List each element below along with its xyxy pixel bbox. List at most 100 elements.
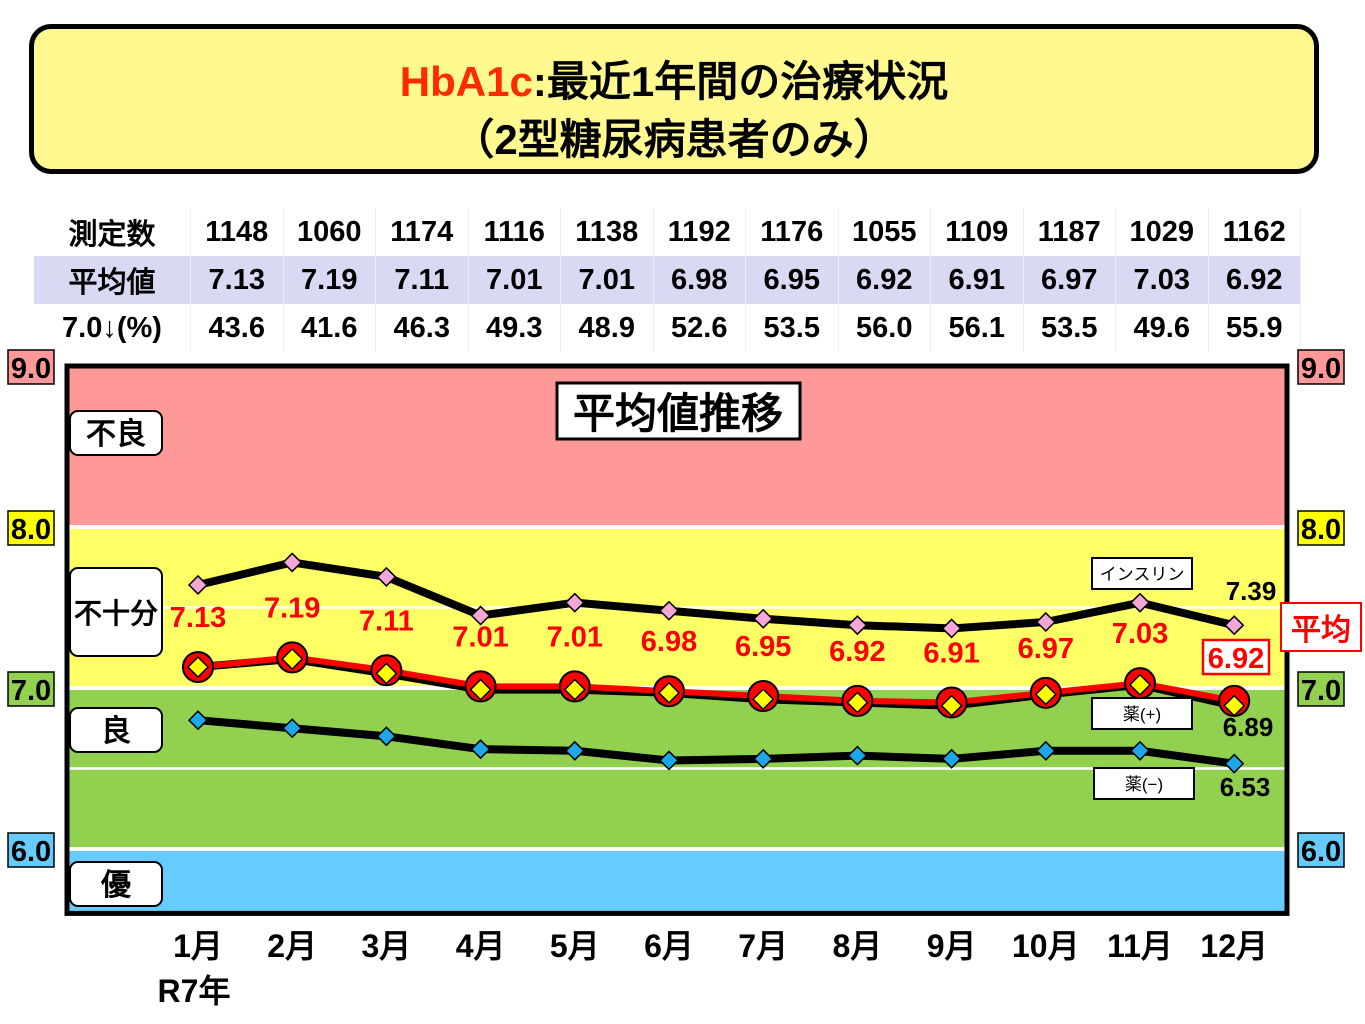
y-tick-box [7,671,55,707]
series-marker-3 [376,726,397,747]
table-cell: 1148 [190,208,284,256]
table-cell: 7.11 [375,256,469,304]
band-label-box [69,567,163,657]
y-tick-box [7,349,55,385]
table-cell: 48.9 [560,304,654,352]
average-legend-box [1280,602,1362,652]
average-value-label: 6.97 [1018,633,1074,665]
table-cell: 1116 [468,208,561,256]
y-tick-box [7,832,55,868]
x-tick-label: 2月 [267,928,317,964]
band-label: 優 [100,869,132,902]
series-marker-2 [657,681,681,704]
table-row: 測定数 1148 1060 1174 1116 1138 1192 1176 1055 1109 1… [34,208,1301,256]
table-cell: 6.92 [1208,256,1301,304]
series-marker-0 [187,574,209,596]
y-tick-box [1297,510,1345,546]
series-marker-3 [470,739,491,760]
band-label-box [69,861,163,907]
series-marker-0 [753,608,774,629]
series-marker-2 [469,678,492,701]
series-marker-3 [564,740,585,761]
y-tick-box [1297,349,1345,385]
series-end-label: 6.53 [1220,772,1271,802]
series-marker-0 [658,600,680,621]
band-label-box [69,410,163,456]
series-marker-0 [470,605,491,626]
x-tick-label: 1月 [173,928,223,964]
average-value-label: 7.13 [170,602,226,634]
table-cell: 7.01 [468,256,561,304]
chart-title: 平均値推移 [573,390,783,437]
series-marker-3 [753,748,774,769]
x-tick-label: 7月 [738,928,788,964]
series-marker-0 [847,615,868,636]
series-marker-0 [564,592,585,613]
table-cell: 7.13 [190,256,284,304]
row-label: 7.0↓(%) [34,304,191,352]
table-cell: 1176 [745,208,839,256]
series-legend-box [1091,557,1193,590]
series-legend-box [1093,767,1195,800]
table-cell: 1055 [838,208,931,256]
title-hba1c: HbA1c [399,58,533,105]
y-tick-box [1297,832,1345,868]
band-label: 不十分 [74,598,158,629]
x-tick-label: 3月 [361,928,411,964]
y-tick-box [1297,671,1345,707]
band-label-box [69,707,163,753]
year-label: R7年 [158,973,231,1009]
y-tick-label: 9.0 [11,353,51,385]
x-tick-label: 6月 [644,928,694,964]
x-tick-label: 10月 [1012,928,1080,964]
y-tick-label: 6.0 [1301,836,1341,868]
average-legend-label: 平均 [1291,614,1351,647]
average-value-label: 7.01 [452,621,508,653]
series-marker-3 [847,745,868,766]
y-tick-label: 8.0 [11,514,51,546]
series-marker-2 [375,662,398,685]
average-value-label: 6.95 [735,631,791,663]
table-cell: 55.9 [1208,304,1301,352]
average-value-label: 7.01 [547,621,603,653]
series-marker-0 [376,566,397,587]
average-value-label: 7.11 [359,605,414,637]
table-cell: 1187 [1023,208,1116,256]
series-marker-0 [1224,615,1245,636]
band-label: 不良 [86,417,146,451]
series-marker-3 [1035,740,1056,761]
table-cell: 53.5 [1023,304,1116,352]
series-end-label: 7.39 [1226,576,1277,606]
band-label: 良 [101,714,131,748]
series-marker-2 [186,656,210,679]
series-marker-0 [1035,611,1056,633]
table-cell: 1174 [375,208,469,256]
last-average-label: 6.92 [1208,643,1264,675]
table-cell: 56.0 [838,304,931,352]
average-value-label: 6.92 [829,636,885,668]
y-tick-box [7,510,55,546]
table-cell: 1138 [560,208,654,256]
series-marker-2 [1223,694,1246,717]
title-box: HbA1c:最近1年間の治療状況 （2型糖尿病患者のみ） [29,24,1319,174]
table-cell: 43.6 [190,304,284,352]
series-legend-box [1091,697,1193,730]
table-cell: 53.5 [745,304,839,352]
table-cell: 6.98 [653,256,746,304]
table-cell: 1109 [930,208,1024,256]
series-marker-2 [563,678,586,701]
series-line-0 [197,558,1236,633]
series-legend-label: 薬(−) [1125,775,1163,794]
table-cell: 6.95 [745,256,839,304]
band-3 [67,849,1287,914]
x-tick-label: 4月 [456,928,506,964]
title-main: :最近1年間の治療状況 [532,58,949,105]
series-marker-3 [658,750,680,771]
x-tick-label: 8月 [832,928,882,964]
table-cell: 1192 [653,208,746,256]
stats-table: 測定数 1148 1060 1174 1116 1138 1192 1176 1055 1109 1… [34,208,1301,352]
x-tick-label: 11月 [1107,928,1173,964]
average-value-label: 6.91 [923,637,979,669]
series-marker-2 [1128,673,1152,696]
